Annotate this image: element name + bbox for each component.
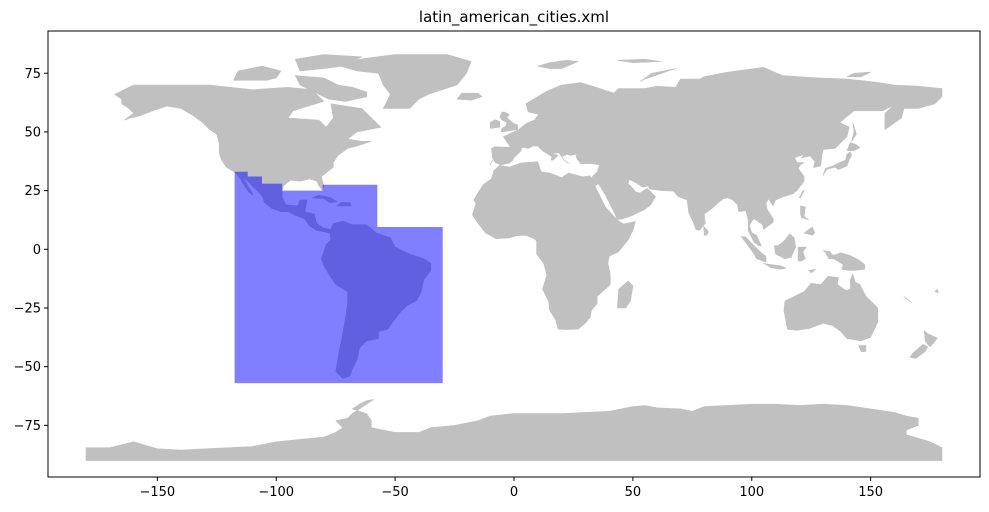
landmass-23 (798, 190, 805, 198)
landmass-16 (773, 233, 797, 260)
y-tick-label: 0 (33, 243, 41, 258)
x-tick-label: 100 (739, 485, 764, 500)
landmass-11 (858, 345, 867, 353)
landmass-21 (822, 151, 852, 176)
landmass-2 (233, 65, 282, 81)
landmass-29 (617, 58, 662, 64)
landmass-15 (763, 263, 787, 270)
landmass-30 (639, 68, 677, 82)
y-tick-label: 25 (24, 184, 41, 199)
landmass-20 (803, 226, 816, 236)
landmass-12 (923, 329, 938, 348)
y-tick-label: −25 (14, 301, 41, 316)
y-tick-label: −75 (14, 419, 41, 434)
x-tick-label: −50 (381, 485, 408, 500)
y-tick-label: 75 (24, 67, 41, 82)
landmass-28 (537, 117, 545, 122)
landmass-7 (489, 67, 943, 247)
latin-america-highlight-layer (234, 171, 443, 384)
y-tick-label: −50 (14, 360, 41, 375)
landmass-25 (499, 111, 518, 133)
landmass-3 (294, 75, 367, 102)
landmass-34 (822, 250, 833, 257)
landmass-35 (808, 268, 817, 274)
x-tick-label: −100 (258, 485, 294, 500)
landmass-37 (903, 295, 912, 303)
landmass-18 (825, 252, 866, 271)
y-tick-label: 50 (24, 125, 41, 140)
landmass-31 (537, 59, 579, 69)
landmass-19 (800, 205, 810, 221)
x-tick-label: 150 (858, 485, 883, 500)
y-axis: 75 50 25 0 −25 −50 −75 (14, 67, 48, 434)
x-tick-label: 50 (625, 485, 642, 500)
landmass-22 (846, 142, 861, 151)
landmass-24 (703, 226, 709, 236)
landmass-27 (456, 92, 483, 101)
landmass-14 (740, 236, 767, 263)
landmass-8 (472, 161, 636, 330)
chart-title: latin_american_cities.xml (419, 8, 609, 27)
x-tick-label: −150 (140, 485, 176, 500)
latin-america-region (234, 171, 443, 384)
landmass-13 (909, 344, 929, 359)
landmass-33 (851, 122, 857, 142)
landmass-1 (340, 54, 472, 109)
x-tick-label: 0 (510, 485, 518, 500)
landmass-9 (617, 280, 634, 309)
landmass-17 (797, 246, 807, 262)
x-axis: −150 −100 −50 0 50 100 150 (140, 477, 883, 500)
landmass-26 (489, 119, 501, 129)
landmass-32 (846, 71, 871, 78)
land-layer (85, 54, 943, 461)
landmass-4 (294, 54, 363, 72)
landmass-38 (85, 399, 943, 461)
landmass-10 (783, 273, 879, 342)
landmass-36 (934, 288, 939, 294)
